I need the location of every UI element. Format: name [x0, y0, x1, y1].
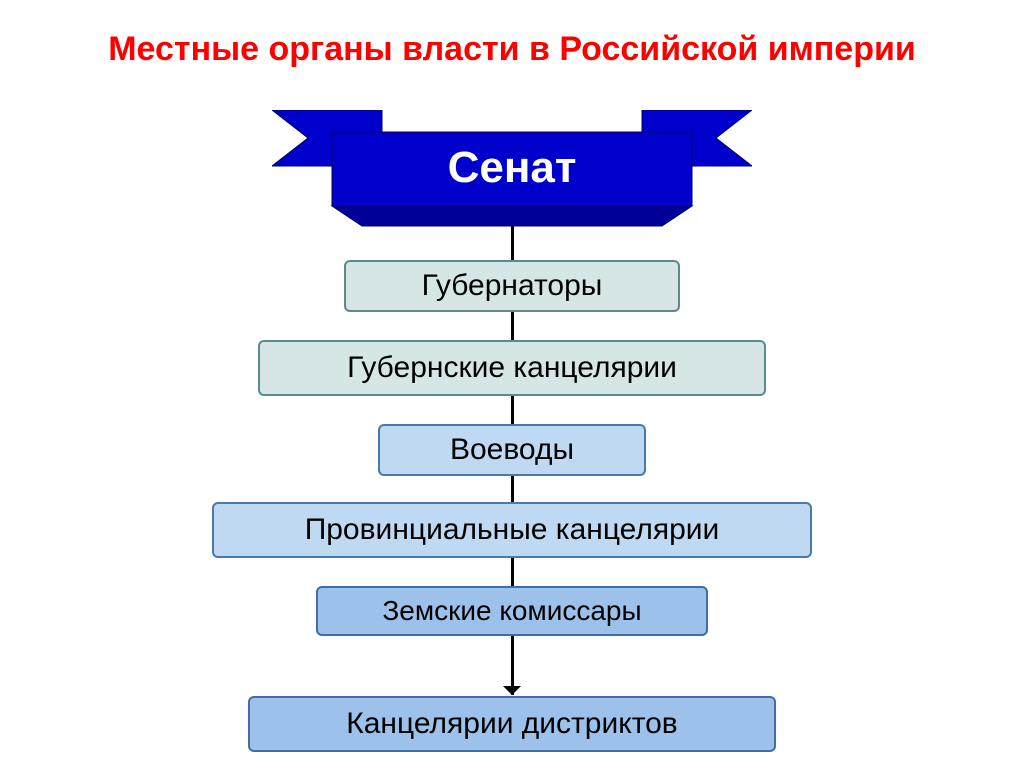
diagram-title: Местные органы власти в Российской импер…	[0, 30, 1024, 69]
box-voevody: Воеводы	[378, 424, 646, 476]
box-district-chancelleries: Канцелярии дистриктов	[248, 696, 776, 752]
diagram-stage: Местные органы власти в Российской импер…	[0, 0, 1024, 768]
box-gubernia-chancelleries: Губернские канцелярии	[258, 340, 766, 396]
senate-banner: Сенат	[272, 110, 752, 228]
box-governors: Губернаторы	[344, 260, 680, 312]
arrowhead-icon	[503, 686, 521, 695]
box-zemsky-commissars: Земские комиссары	[316, 586, 708, 636]
senate-label: Сенат	[272, 143, 752, 193]
box-provincial-chancelleries: Провинциальные канцелярии	[212, 502, 812, 558]
